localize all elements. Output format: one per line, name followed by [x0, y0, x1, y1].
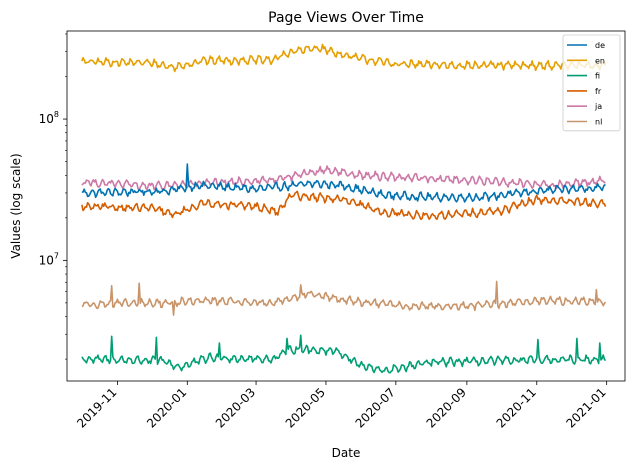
x-tick-label: 2020-05 [283, 385, 328, 430]
x-tick-label: 2020-11 [494, 385, 539, 430]
legend-label-fr: fr [595, 87, 602, 96]
chart-title: Page Views Over Time [268, 10, 424, 26]
legend-label-nl: nl [595, 118, 602, 127]
series-line-fi [81, 334, 607, 374]
legend-label-en: en [595, 56, 605, 65]
x-tick-label: 2020-01 [144, 385, 189, 430]
y-axis-label: Values (log scale) [9, 153, 23, 258]
legend-label-fi: fi [595, 72, 600, 81]
legend-label-de: de [595, 41, 605, 50]
x-axis: 2019-11 2020-01 2020-03 2020-05 2020-07 2020-… [74, 381, 609, 431]
series-line-de [81, 163, 606, 203]
legend: de en fi fr ja nl [562, 34, 621, 132]
y-tick-label: 107 [39, 251, 59, 267]
series-line-nl [81, 280, 607, 316]
series-line-en [81, 43, 607, 73]
y-axis: 107 108 [39, 33, 67, 360]
series-layer [81, 43, 607, 374]
y-tick-label: 108 [39, 110, 59, 126]
plot-frame [66, 30, 626, 382]
x-tick-label: 2021-01 [563, 385, 608, 430]
legend-box [562, 34, 621, 132]
x-axis-label: Date [332, 446, 361, 460]
x-tick-label: 2020-07 [353, 385, 398, 430]
legend-label-ja: ja [594, 102, 602, 111]
x-tick-label: 2020-03 [213, 385, 258, 430]
series-line-ja [81, 165, 606, 191]
x-tick-label: 2020-09 [424, 385, 469, 430]
x-tick-label: 2019-11 [74, 385, 119, 430]
series-line-fr [81, 190, 607, 221]
